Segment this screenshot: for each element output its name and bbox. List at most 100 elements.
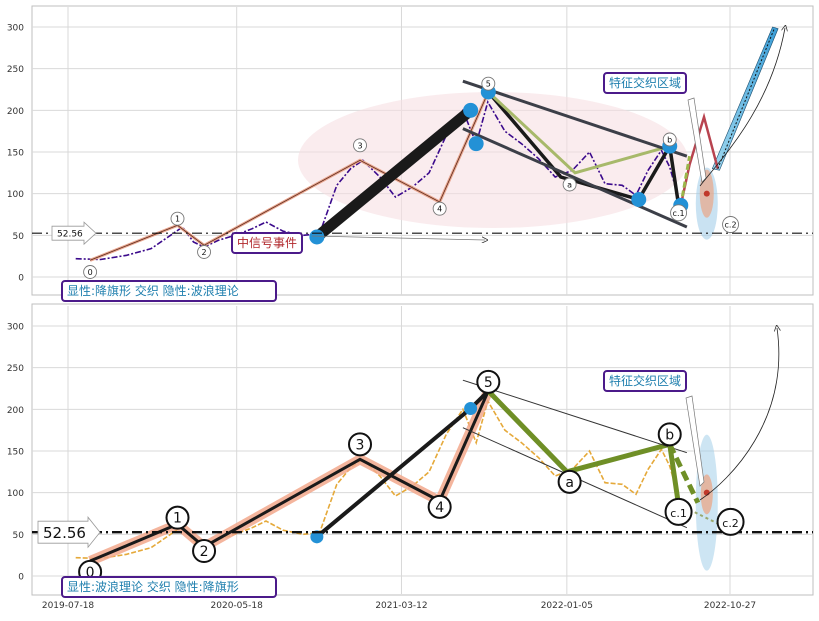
top-wave-line — [89, 91, 489, 261]
bottom-wave-label: c.1 — [670, 507, 687, 520]
top-event-arrow — [311, 235, 485, 240]
bottom-wave-label-circle — [427, 494, 452, 519]
top-wave-label-circle — [197, 245, 212, 259]
bottom-reference-label: 52.56 — [43, 524, 86, 542]
top-wave-label: c.2 — [725, 221, 737, 230]
top-bottom-label: 显性:降旗形 交织 隐性:波浪理论 — [67, 283, 239, 298]
bottom-zone-pointer — [685, 395, 705, 487]
top-y-tick-label: 50 — [13, 232, 25, 242]
bottom-wave-line — [89, 390, 490, 563]
top-reference-label: 52.56 — [57, 230, 83, 240]
top-wave-label: 4 — [437, 205, 442, 214]
bottom-wave-label-circle — [557, 469, 582, 494]
top-marker — [631, 192, 647, 207]
top-reference-label-box — [51, 221, 97, 246]
bottom-channel-upper — [462, 379, 688, 454]
bottom-x-tick-label: 2019-07-18 — [42, 601, 95, 611]
top-wave-label-circle — [432, 201, 447, 216]
top-wave-label: 2 — [202, 248, 207, 257]
bottom-wave-label: a — [565, 475, 574, 491]
top-wave-label: b — [667, 136, 672, 145]
top-wave-label: 1 — [175, 215, 180, 224]
bottom-wave-label-circle — [165, 505, 190, 530]
top-y-tick-label: 150 — [7, 149, 24, 159]
bottom-wave-label-circle — [476, 369, 501, 394]
top-highlight-ellipse — [298, 92, 688, 228]
top-wave-label: a — [567, 181, 572, 190]
top-price-line — [75, 99, 681, 261]
bottom-marker — [310, 530, 324, 544]
bottom-wave-label: 1 — [173, 511, 182, 527]
bottom-x-tick-label: 2022-01-05 — [541, 601, 593, 611]
bottom-marker — [464, 402, 478, 415]
bottom-x-axis: 2019-07-18 2020-05-18 2021-03-12 2022-01-05… — [42, 601, 756, 611]
bottom-x-tick-label: 2022-10-27 — [704, 601, 756, 611]
top-wave-label: 5 — [486, 80, 491, 89]
bottom-zone-label-box — [603, 370, 687, 392]
top-wave-label: 3 — [357, 141, 362, 150]
top-wave-label: 0 — [88, 268, 93, 277]
top-bottom-label-box — [61, 280, 277, 302]
bottom-wave-label-circle — [664, 497, 693, 526]
bottom-zone-label: 特征交织区域 — [609, 373, 681, 388]
bottom-bottom-label-box — [61, 576, 277, 598]
bottom-wave-label: 0 — [86, 565, 95, 581]
bottom-y-axis: 0 50 100 150 200 250 300 — [7, 323, 24, 583]
bottom-forecast-green — [667, 443, 701, 504]
bottom-wave-label: 4 — [435, 500, 444, 516]
top-wave-label-circle — [662, 132, 677, 147]
bottom-wave-label: c.2 — [722, 517, 739, 530]
top-y-tick-label: 250 — [7, 65, 24, 75]
top-alt-path — [487, 90, 671, 175]
bottom-y-tick-label: 100 — [7, 489, 24, 499]
top-wave-label-circle — [353, 138, 367, 153]
top-wave-label-circle — [722, 216, 740, 233]
bottom-wave-label: 3 — [356, 437, 365, 453]
bottom-wave-label: b — [665, 427, 674, 443]
top-wave-label-circle — [562, 177, 577, 192]
bottom-y-tick-label: 250 — [7, 364, 24, 374]
bottom-wave-label: 2 — [200, 544, 209, 560]
bottom-curve-arrow — [699, 328, 779, 501]
top-wave-label-circle — [670, 204, 688, 222]
top-overlay: 52.56 — [32, 26, 813, 246]
top-forecast-dotted — [717, 28, 775, 169]
bottom-wave-label-circle — [716, 507, 745, 536]
top-forecast-fan — [711, 26, 779, 171]
top-wave-label-circle — [83, 265, 98, 279]
bottom-wave-label-circle — [192, 539, 217, 563]
bottom-bottom-label: 显性:波浪理论 交织 隐性:降旗形 — [67, 579, 239, 594]
top-series — [75, 90, 681, 262]
top-y-tick-label: 100 — [7, 190, 24, 200]
top-event-label-box — [231, 232, 303, 254]
top-y-tick-label: 0 — [18, 274, 24, 284]
bottom-x-tick-label: 2020-05-18 — [211, 601, 264, 611]
bottom-y-tick-label: 150 — [7, 448, 24, 458]
top-wave-label: c.1 — [673, 209, 685, 218]
top-channel-upper — [462, 79, 688, 158]
top-marker — [468, 136, 484, 152]
top-marker — [309, 229, 325, 245]
bottom-y-tick-label: 300 — [7, 323, 24, 333]
top-forecast-green — [679, 155, 692, 206]
top-wave-label-circle — [481, 76, 496, 91]
bottom-reference-label-box — [37, 516, 101, 549]
top-projection-thrust — [313, 106, 475, 242]
bottom-x-tick-label: 2021-03-12 — [375, 601, 427, 611]
bottom-correction-line — [486, 389, 682, 506]
top-zone-label-box — [603, 72, 687, 94]
bottom-y-tick-label: 50 — [13, 531, 25, 541]
top-marker — [463, 102, 479, 118]
top-zone-dot — [703, 190, 710, 197]
top-y-axis: 0 50 100 150 200 250 300 — [7, 24, 24, 284]
top-event-label: 中信号事件 — [237, 235, 297, 250]
bottom-y-tick-label: 0 — [18, 573, 24, 583]
top-wave-label-circle — [170, 211, 185, 226]
top-curve-arrow — [699, 28, 785, 187]
bottom-wave-label-circle — [657, 422, 682, 447]
bottom-wave-label-circle — [348, 432, 373, 457]
